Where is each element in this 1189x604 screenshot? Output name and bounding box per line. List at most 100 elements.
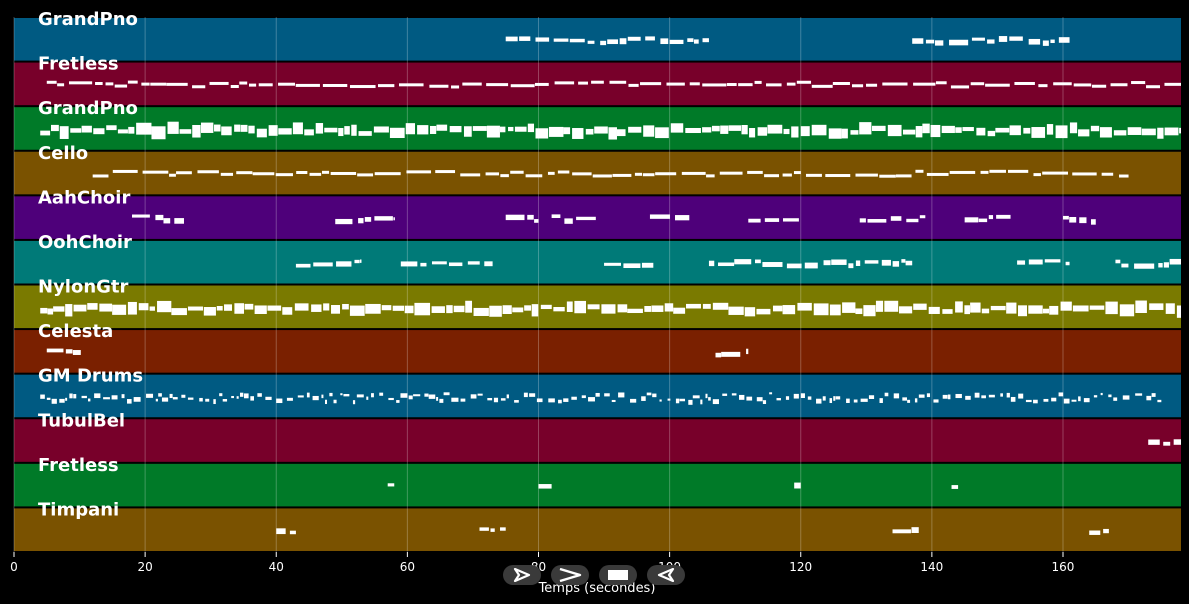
play-button[interactable]: [503, 565, 541, 585]
note: [40, 394, 45, 399]
note: [688, 399, 693, 405]
note: [523, 392, 528, 398]
note: [535, 37, 550, 42]
note: [1113, 397, 1118, 401]
note: [231, 395, 234, 399]
note: [1099, 127, 1112, 138]
note: [248, 83, 257, 87]
note: [548, 398, 555, 403]
note: [829, 304, 841, 316]
note: [666, 82, 685, 86]
note: [329, 392, 333, 397]
note: [216, 306, 223, 311]
note: [807, 396, 812, 400]
note: [187, 397, 194, 400]
note: [617, 304, 628, 313]
note: [252, 172, 275, 176]
note: [670, 123, 684, 133]
note: [881, 259, 891, 266]
rewind-button[interactable]: [647, 565, 685, 585]
note: [769, 392, 773, 395]
note: [553, 307, 565, 312]
note: [687, 38, 694, 42]
note: [875, 300, 884, 312]
note: [1010, 396, 1016, 402]
note: [884, 392, 889, 397]
note: [472, 126, 487, 131]
note: [1028, 38, 1041, 45]
note: [70, 128, 82, 133]
note: [841, 128, 848, 139]
note: [428, 394, 436, 399]
note: [867, 219, 887, 223]
track-label: GrandPno: [38, 9, 138, 30]
note: [863, 305, 876, 317]
note: [912, 38, 924, 44]
note: [65, 304, 73, 317]
note: [652, 393, 657, 398]
note: [338, 128, 344, 137]
note: [890, 216, 902, 221]
note: [571, 396, 577, 400]
note: [996, 214, 1011, 219]
note: [112, 169, 138, 173]
note: [473, 307, 489, 316]
note: [540, 304, 552, 310]
note: [1073, 83, 1092, 87]
note: [898, 306, 913, 314]
note: [342, 303, 349, 310]
note: [171, 308, 187, 316]
note: [594, 126, 608, 134]
note: [53, 306, 65, 312]
note: [111, 395, 118, 400]
note: [453, 305, 465, 313]
note: [1148, 439, 1160, 445]
note: [907, 399, 911, 403]
note: [855, 173, 878, 177]
note: [192, 85, 206, 89]
note: [911, 527, 919, 533]
note: [294, 303, 309, 311]
note: [236, 396, 239, 399]
track-label: Fretless: [38, 455, 119, 476]
note: [451, 85, 460, 89]
note: [256, 128, 267, 138]
note: [607, 39, 619, 45]
note: [692, 395, 700, 399]
note: [267, 305, 282, 311]
note: [942, 394, 948, 399]
note: [1046, 124, 1054, 135]
stop-button[interactable]: [599, 565, 637, 585]
note: [1100, 392, 1103, 396]
note: [955, 301, 963, 313]
note: [616, 129, 626, 137]
note: [331, 305, 340, 314]
note: [424, 393, 429, 397]
note: [506, 394, 509, 399]
note: [793, 393, 799, 399]
note: [443, 392, 450, 396]
note: [1163, 441, 1171, 446]
note: [499, 126, 506, 133]
note: [989, 169, 1006, 173]
x-axis: 020406080100120140160: [10, 552, 1074, 574]
note: [848, 263, 854, 269]
note: [534, 82, 549, 86]
fast-forward-button[interactable]: [551, 565, 589, 585]
note: [220, 172, 234, 176]
note: [87, 398, 91, 402]
note: [323, 303, 330, 311]
note: [257, 393, 262, 397]
note: [99, 303, 113, 312]
note: [508, 126, 514, 132]
note: [439, 398, 444, 403]
note: [297, 395, 304, 398]
note: [244, 303, 254, 310]
note: [831, 259, 847, 265]
note: [592, 174, 612, 178]
track-label: Fretless: [38, 54, 119, 75]
note: [179, 129, 192, 134]
note: [142, 170, 169, 174]
tracks-layer: [14, 18, 1181, 551]
note: [493, 397, 499, 403]
